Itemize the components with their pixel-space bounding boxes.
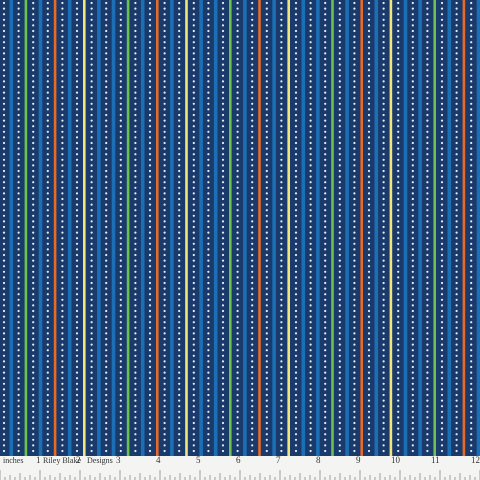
blue-stripe xyxy=(301,0,306,456)
dot-stripe xyxy=(221,1,225,453)
orange-stripe xyxy=(462,0,466,456)
orange-stripe xyxy=(53,0,57,456)
green-stripe xyxy=(331,0,334,456)
dot-stripe xyxy=(32,1,35,453)
blue-stripe xyxy=(9,0,14,456)
dot-stripe xyxy=(470,1,473,453)
blue-stripe xyxy=(476,0,480,456)
orange-stripe xyxy=(156,0,159,456)
blue-stripe xyxy=(67,0,72,456)
ruler-brand-suffix: Designs xyxy=(87,456,113,465)
blue-stripe xyxy=(345,0,349,456)
green-stripe xyxy=(229,0,232,456)
dot-stripe xyxy=(426,1,429,453)
dot-stripe xyxy=(2,1,6,453)
dot-stripe xyxy=(251,1,254,453)
blue-stripe xyxy=(170,0,174,456)
ruler-number: 1 xyxy=(36,456,41,465)
dot-stripe xyxy=(309,1,312,453)
dot-stripe xyxy=(178,1,181,453)
ruler-number: 3 xyxy=(116,456,121,465)
yellow-stripe xyxy=(389,0,393,456)
blue-stripe xyxy=(447,0,452,456)
fabric-swatch xyxy=(0,0,480,456)
dot-stripe xyxy=(90,1,93,453)
dot-stripe xyxy=(382,1,385,453)
ruler-number: 12 xyxy=(471,456,480,465)
inch-ruler: inches Riley Blake Designs 1 2 3 4 5 6 7 8 9 10 11… xyxy=(0,456,480,480)
blue-stripe xyxy=(140,0,145,456)
ruler-number: 8 xyxy=(316,456,321,465)
dot-stripe xyxy=(455,1,458,453)
dot-stripe xyxy=(367,1,371,453)
dot-stripe xyxy=(411,1,414,453)
ruler-number: 10 xyxy=(391,456,400,465)
orange-stripe xyxy=(360,0,363,456)
dot-stripe xyxy=(105,1,108,453)
ruler-number: 7 xyxy=(276,456,281,465)
blue-stripe xyxy=(243,0,247,456)
ruler-number: 2 xyxy=(76,456,81,465)
dot-stripe xyxy=(75,1,79,453)
yellow-stripe xyxy=(287,0,290,456)
ruler-unit-label: inches xyxy=(3,456,24,465)
fabric-background xyxy=(0,0,480,456)
blue-stripe xyxy=(111,0,116,456)
dot-stripe xyxy=(324,1,327,453)
dot-stripe xyxy=(61,1,64,453)
dot-stripe xyxy=(265,1,268,453)
ruler-number: 5 xyxy=(196,456,201,465)
yellow-stripe xyxy=(185,0,188,456)
blue-stripe xyxy=(403,0,408,456)
dot-stripe xyxy=(397,1,400,453)
green-stripe xyxy=(126,0,130,456)
dot-stripe xyxy=(353,1,356,453)
dot-stripe xyxy=(294,1,298,453)
ruler-number: 11 xyxy=(431,456,440,465)
ruler-brand: Riley Blake xyxy=(43,456,81,465)
blue-stripe xyxy=(199,0,203,456)
orange-stripe xyxy=(258,0,261,456)
blue-stripe xyxy=(213,0,218,456)
dot-stripe xyxy=(207,1,210,453)
blue-stripe xyxy=(374,0,379,456)
dot-stripe xyxy=(148,1,152,453)
dot-stripe xyxy=(338,1,341,453)
dot-stripe xyxy=(17,1,20,453)
ruler-number: 6 xyxy=(236,456,241,465)
blue-stripe xyxy=(418,0,422,456)
dot-stripe xyxy=(134,1,137,453)
ruler-number: 9 xyxy=(356,456,361,465)
dot-stripe xyxy=(119,1,122,453)
yellow-stripe xyxy=(83,0,86,456)
green-stripe xyxy=(24,0,28,456)
dot-stripe xyxy=(440,1,444,453)
dot-stripe xyxy=(280,1,283,453)
green-stripe xyxy=(433,0,436,456)
stripe-pattern xyxy=(0,0,480,456)
blue-stripe xyxy=(272,0,276,456)
dot-stripe xyxy=(236,1,239,453)
dot-stripe xyxy=(46,1,49,453)
blue-stripe xyxy=(316,0,320,456)
ruler-number: 4 xyxy=(156,456,161,465)
dot-stripe xyxy=(163,1,166,453)
blue-stripe xyxy=(38,0,43,456)
blue-stripe xyxy=(97,0,101,456)
dot-stripe xyxy=(192,1,195,453)
